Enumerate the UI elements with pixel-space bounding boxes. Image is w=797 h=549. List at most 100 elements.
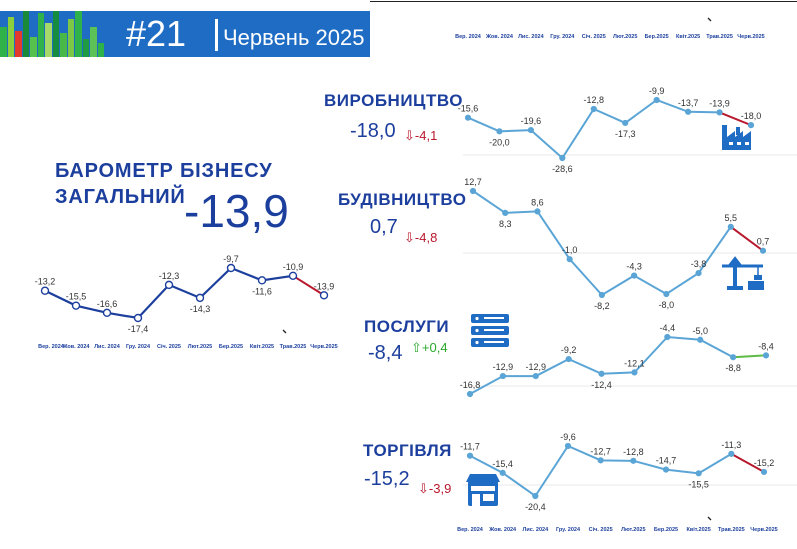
- x-tick-label: Трав.2025: [718, 527, 745, 533]
- banner-bar: [45, 23, 52, 57]
- sector-value-manufacturing: -18,0: [350, 120, 396, 142]
- last-change-segment: [730, 452, 765, 473]
- data-label: -12,1: [624, 358, 645, 368]
- data-point: [257, 276, 267, 285]
- general-title-line1: БАРОМЕТР БІЗНЕСУ: [55, 160, 273, 182]
- sector-change-trade: ⇩-3,9: [418, 481, 452, 496]
- sector-title-manufacturing: ВИРОБНИЦТВО: [324, 91, 463, 110]
- last-change-segment: [733, 354, 767, 359]
- sector-change-construction: ⇩-4,8: [404, 230, 438, 245]
- data-label: -3,8: [691, 259, 707, 269]
- sector-title-services: ПОСЛУГИ: [364, 317, 450, 336]
- data-point: [695, 270, 702, 277]
- data-point: [622, 119, 629, 127]
- x-tick-label: Гру. 2024: [556, 527, 581, 533]
- data-label: -15,4: [492, 459, 513, 469]
- up-arrow-icon: ⇧: [411, 340, 422, 355]
- last-change-segment: [292, 274, 325, 297]
- x-tick-label: Гру. 2024: [550, 34, 575, 40]
- chart-4: -11,7 -15,4 -20,4 -9,6 -12,7 -12,8 -14,7 -15,5 -…: [457, 432, 778, 533]
- data-label: -12,7: [590, 446, 611, 456]
- data-label: -11,6: [252, 286, 272, 296]
- data-label: -20,0: [489, 137, 510, 147]
- banner-bar: [0, 27, 7, 57]
- data-label: -14,7: [656, 456, 677, 466]
- data-point: [469, 187, 477, 195]
- data-label: -16,8: [460, 380, 481, 390]
- data-point: [195, 293, 205, 303]
- banner-bar: [37, 13, 44, 57]
- banner-bar: [97, 43, 104, 57]
- banner-bar: [90, 27, 97, 57]
- last-change-segment: [730, 226, 764, 252]
- data-point: [695, 470, 702, 477]
- data-point: [685, 108, 692, 115]
- banner-bar: [7, 17, 14, 57]
- x-tick-label: Жов. 2024: [62, 344, 91, 350]
- data-point: [631, 369, 638, 376]
- data-label: -15,2: [754, 458, 775, 468]
- x-tick-label: Жов. 2024: [488, 527, 517, 533]
- data-point: [164, 280, 174, 290]
- sector-title-construction: БУДІВНИЦТВО: [338, 190, 467, 209]
- header-banner: #21 Червень 2025: [0, 11, 370, 57]
- x-tick-label: Січ. 2025: [589, 527, 613, 533]
- data-label: -11,7: [460, 442, 480, 452]
- x-tick-label: Черв.2025: [750, 527, 777, 533]
- data-label: -15,5: [66, 292, 87, 302]
- x-tick-label: Лют.2025: [613, 34, 637, 40]
- data-label: -9,6: [560, 432, 576, 442]
- data-point: [534, 208, 541, 215]
- data-point: [102, 308, 112, 318]
- chart-2: 12,7 8,3 8,6 -1,0 -8,2 -4,3 -8,0 -3,8 5,5 0,7: [464, 177, 769, 311]
- data-point: [527, 126, 534, 134]
- data-point: [664, 333, 671, 341]
- data-label: -15,5: [688, 479, 709, 489]
- x-tick-label: Бер.2025: [645, 34, 669, 40]
- data-point: [759, 247, 767, 254]
- data-label: -20,4: [525, 502, 546, 512]
- issue-number: #21: [126, 13, 187, 54]
- chart-3: -16,8 -12,9 -12,9 -9,2 -12,4 -12,1 -4,4 -5,0 -8,…: [460, 323, 774, 398]
- data-point: [631, 272, 638, 279]
- sector-change-manufacturing: ⇩-4,1: [404, 128, 438, 143]
- banner-bar: [52, 11, 59, 57]
- sector-value-trade: -15,2: [364, 468, 410, 490]
- data-point: [590, 105, 597, 113]
- data-point: [532, 492, 539, 500]
- data-point: [597, 457, 604, 464]
- x-tick-label: Квіт.2025: [250, 344, 274, 350]
- general-title-line2: ЗАГАЛЬНИЙ: [55, 186, 186, 208]
- last-change-segment: [719, 111, 752, 127]
- data-point: [730, 354, 737, 361]
- data-point: [662, 466, 670, 473]
- x-tick-label: Січ. 2025: [582, 34, 606, 40]
- data-label: -13,2: [35, 277, 56, 287]
- data-point: [630, 457, 637, 464]
- x-tick-label: Черв.2025: [310, 344, 337, 350]
- data-point: [716, 109, 723, 116]
- data-label: -9,2: [561, 345, 577, 355]
- data-point: [466, 390, 474, 398]
- down-arrow-icon: ⇩: [418, 481, 429, 496]
- data-point: [566, 256, 573, 263]
- corner-mark: [282, 329, 287, 334]
- corner-mark: [707, 17, 712, 22]
- data-label: -12,9: [526, 362, 547, 372]
- data-label: -10,9: [283, 262, 304, 272]
- data-point: [760, 468, 768, 476]
- banner-bar: [15, 31, 22, 57]
- data-point: [288, 271, 298, 280]
- data-point: [598, 291, 605, 299]
- data-label: 8,3: [499, 219, 512, 229]
- x-tick-label: Трав.2025: [706, 34, 733, 40]
- data-point: [502, 209, 509, 216]
- data-point: [727, 223, 734, 230]
- data-point: [598, 370, 605, 377]
- top-rule: [370, 1, 797, 2]
- issue-separator: [215, 19, 218, 51]
- sector-title-trade: ТОРГІВЛЯ: [363, 441, 452, 460]
- data-label: -18,0: [741, 111, 762, 121]
- x-tick-label: Вер. 2024: [455, 34, 482, 40]
